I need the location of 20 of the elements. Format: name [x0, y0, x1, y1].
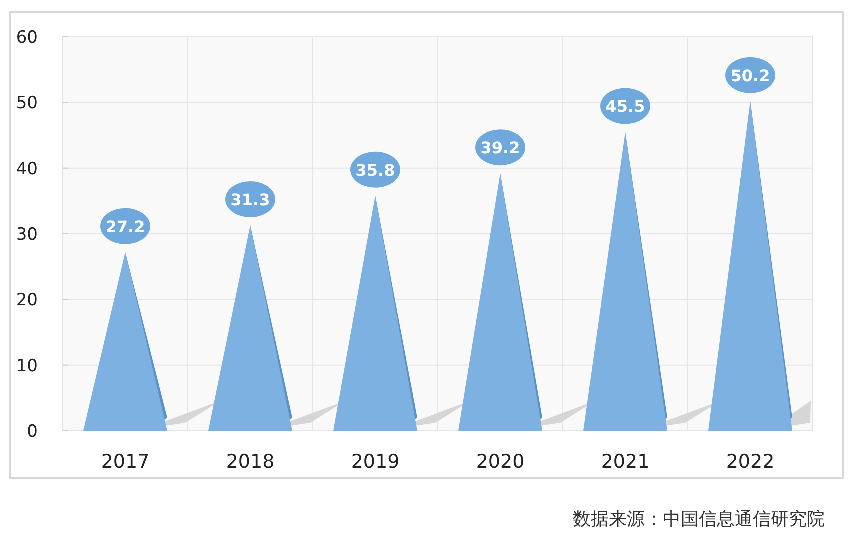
y-tick-label: 40: [16, 159, 38, 180]
data-label: 39.2: [480, 138, 520, 158]
data-label: 45.5: [606, 97, 646, 116]
x-tick-label: 2021: [601, 451, 650, 473]
data-label: 27.2: [106, 217, 146, 236]
source-note: 数据来源：中国信息通信研究院: [573, 509, 825, 530]
y-tick-label: 20: [16, 290, 38, 311]
y-tick-label: 50: [16, 94, 38, 114]
data-label: 50.2: [730, 66, 770, 86]
y-tick-label: 10: [16, 356, 38, 376]
x-tick-label: 2019: [351, 451, 400, 473]
data-label: 35.8: [356, 160, 396, 180]
x-tick-label: 2018: [226, 451, 275, 473]
y-tick-label: 60: [16, 28, 38, 48]
y-tick-label: 0: [27, 422, 38, 442]
x-tick-label: 2017: [101, 451, 150, 473]
y-tick-label: 30: [16, 225, 38, 245]
x-tick-label: 2020: [476, 451, 525, 473]
data-label: 31.3: [230, 190, 270, 210]
x-tick-label: 2022: [726, 451, 775, 473]
